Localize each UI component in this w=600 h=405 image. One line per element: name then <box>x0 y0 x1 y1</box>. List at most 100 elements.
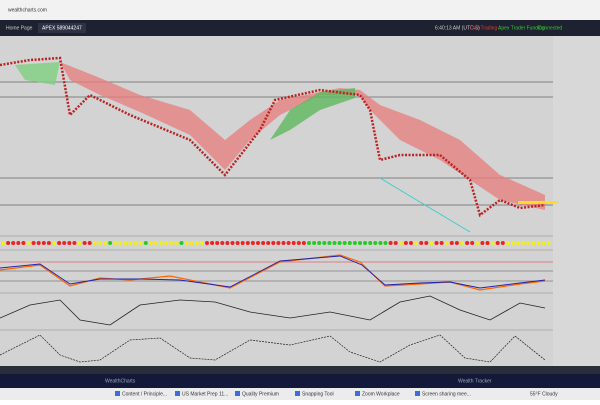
task-label[interactable]: Screen sharing mee... <box>422 391 471 397</box>
status: Live Trading <box>470 25 497 31</box>
signal-dot <box>230 241 235 245</box>
clock: 6:40:13 AM (UTC-5) <box>435 25 480 31</box>
weather: 55°F Cloudy <box>530 391 558 397</box>
signal-dot <box>546 241 551 245</box>
signal-dot <box>414 241 419 245</box>
signal-dot <box>235 241 240 245</box>
signal-dot <box>77 241 82 245</box>
signal-dot <box>419 241 424 245</box>
signal-dot <box>429 241 434 245</box>
signal-dot <box>449 241 454 245</box>
pane-dividers <box>0 235 553 331</box>
task-icon <box>355 391 360 396</box>
signal-dot <box>1 241 5 245</box>
signal-dots <box>1 241 551 245</box>
signal-dot <box>103 241 107 245</box>
signal-dot <box>16 241 21 245</box>
signal-dot <box>383 241 388 245</box>
signal-dot <box>118 241 123 245</box>
signal-dot <box>531 241 536 245</box>
footer-left[interactable]: WealthCharts <box>105 378 136 384</box>
signal-dot <box>174 241 179 245</box>
signal-dot <box>11 241 16 245</box>
bull-cloud <box>15 62 60 85</box>
oscillator-signal <box>0 255 546 289</box>
signal-dot <box>169 241 174 245</box>
signal-dot <box>475 241 480 245</box>
signal-dot <box>128 241 133 245</box>
signal-dot <box>46 241 51 245</box>
task-icon <box>175 391 180 396</box>
signal-dot <box>72 241 77 245</box>
signal-dot <box>179 241 184 245</box>
signal-dot <box>363 241 368 245</box>
task-label[interactable]: Zoom Workplace <box>362 391 400 397</box>
signal-dot <box>342 241 347 245</box>
signal-dot <box>373 241 378 245</box>
signal-dot <box>388 241 393 245</box>
task-label[interactable]: US Market Prep 11... <box>182 391 228 397</box>
signal-dot <box>108 241 113 245</box>
signal-dot <box>123 241 128 245</box>
signal-dot <box>307 241 311 245</box>
task-label[interactable]: Quality Premium <box>242 391 279 397</box>
signal-dot <box>256 241 260 245</box>
signal-dot <box>143 241 148 245</box>
signal-dot <box>62 241 67 245</box>
signal-dot <box>245 241 250 245</box>
signal-dot <box>138 241 143 245</box>
app-toolbar <box>0 20 600 36</box>
signal-dot <box>312 241 317 245</box>
time-axis <box>0 366 600 374</box>
signal-dot <box>154 241 158 245</box>
signal-dot <box>434 241 439 245</box>
signal-dot <box>6 241 11 245</box>
signal-dot <box>454 241 459 245</box>
signal-dot <box>317 241 322 245</box>
signal-dot <box>286 241 291 245</box>
task-label[interactable]: Snapping Tool <box>302 391 334 397</box>
signal-dot <box>261 241 266 245</box>
signal-dot <box>378 241 383 245</box>
signal-dot <box>21 241 26 245</box>
signal-dot <box>266 241 271 245</box>
task-label[interactable]: Content / Principle... <box>122 391 167 397</box>
signal-dot <box>189 241 194 245</box>
signal-dot <box>526 241 531 245</box>
signal-dot <box>159 241 164 245</box>
signal-dot <box>225 241 230 245</box>
signal-dot <box>113 241 118 245</box>
signal-dot <box>296 241 301 245</box>
signal-dot <box>36 241 41 245</box>
signal-dot <box>439 241 444 245</box>
signal-dot <box>368 241 373 245</box>
signal-dot <box>480 241 485 245</box>
signal-dot <box>26 241 31 245</box>
signal-dot <box>194 241 199 245</box>
footer-right[interactable]: Wealth Tracker <box>458 378 492 384</box>
signal-dot <box>541 241 546 245</box>
signal-dot <box>57 241 62 245</box>
signal-dot <box>31 241 36 245</box>
price-marker <box>518 201 558 204</box>
wave-line <box>0 295 546 326</box>
right-margin <box>553 36 600 366</box>
signal-dot <box>291 241 296 245</box>
signal-dot <box>465 241 470 245</box>
signal-dot <box>490 241 495 245</box>
taskbar-items: Content / Principle... US Market Prep 11.… <box>115 391 471 397</box>
signal-dot <box>210 241 215 245</box>
signal-dot <box>133 241 138 245</box>
signal-dot <box>505 241 510 245</box>
signal-dot <box>215 241 220 245</box>
signal-dot <box>470 241 475 245</box>
signal-dot <box>409 241 413 245</box>
signal-dot <box>521 241 526 245</box>
signal-dot <box>516 241 521 245</box>
tab[interactable]: Home Page <box>6 25 33 31</box>
browser-chrome <box>0 0 600 20</box>
tab[interactable]: APEX 589044247 <box>42 25 82 31</box>
signal-dot <box>164 241 169 245</box>
url[interactable]: wealthcharts.com <box>8 7 47 13</box>
